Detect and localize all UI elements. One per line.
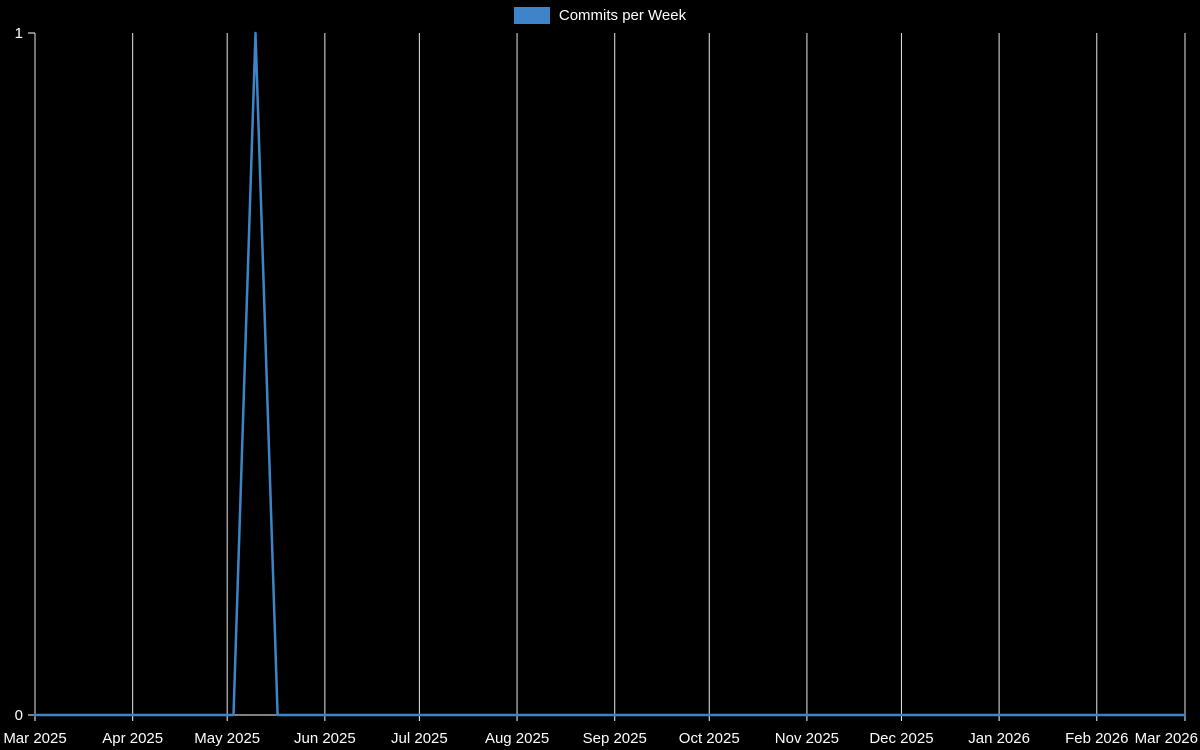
x-tick-label: Mar 2026 — [1135, 730, 1198, 747]
x-tick-label: Feb 2026 — [1065, 730, 1128, 747]
x-tick-label: Nov 2025 — [775, 730, 839, 747]
x-tick-label: Oct 2025 — [679, 730, 740, 747]
x-tick-label: Aug 2025 — [485, 730, 549, 747]
legend-swatch-commits — [513, 7, 550, 24]
legend-label-commits: Commits per Week — [558, 7, 687, 24]
chart-legend: Commits per Week — [0, 7, 1200, 24]
x-tick-label: Apr 2025 — [102, 730, 163, 747]
y-tick-label: 0 — [15, 707, 23, 724]
x-tick-label: Dec 2025 — [869, 730, 933, 747]
commits-line-series — [33, 31, 1187, 717]
x-tick-label: Mar 2025 — [3, 730, 66, 747]
x-tick-label: Sep 2025 — [583, 730, 647, 747]
x-tick-label: May 2025 — [194, 730, 260, 747]
x-tick-label: Jun 2025 — [294, 730, 356, 747]
x-tick-label: Jan 2026 — [968, 730, 1030, 747]
x-tick-label: Jul 2025 — [391, 730, 448, 747]
y-tick-label: 1 — [15, 25, 23, 42]
